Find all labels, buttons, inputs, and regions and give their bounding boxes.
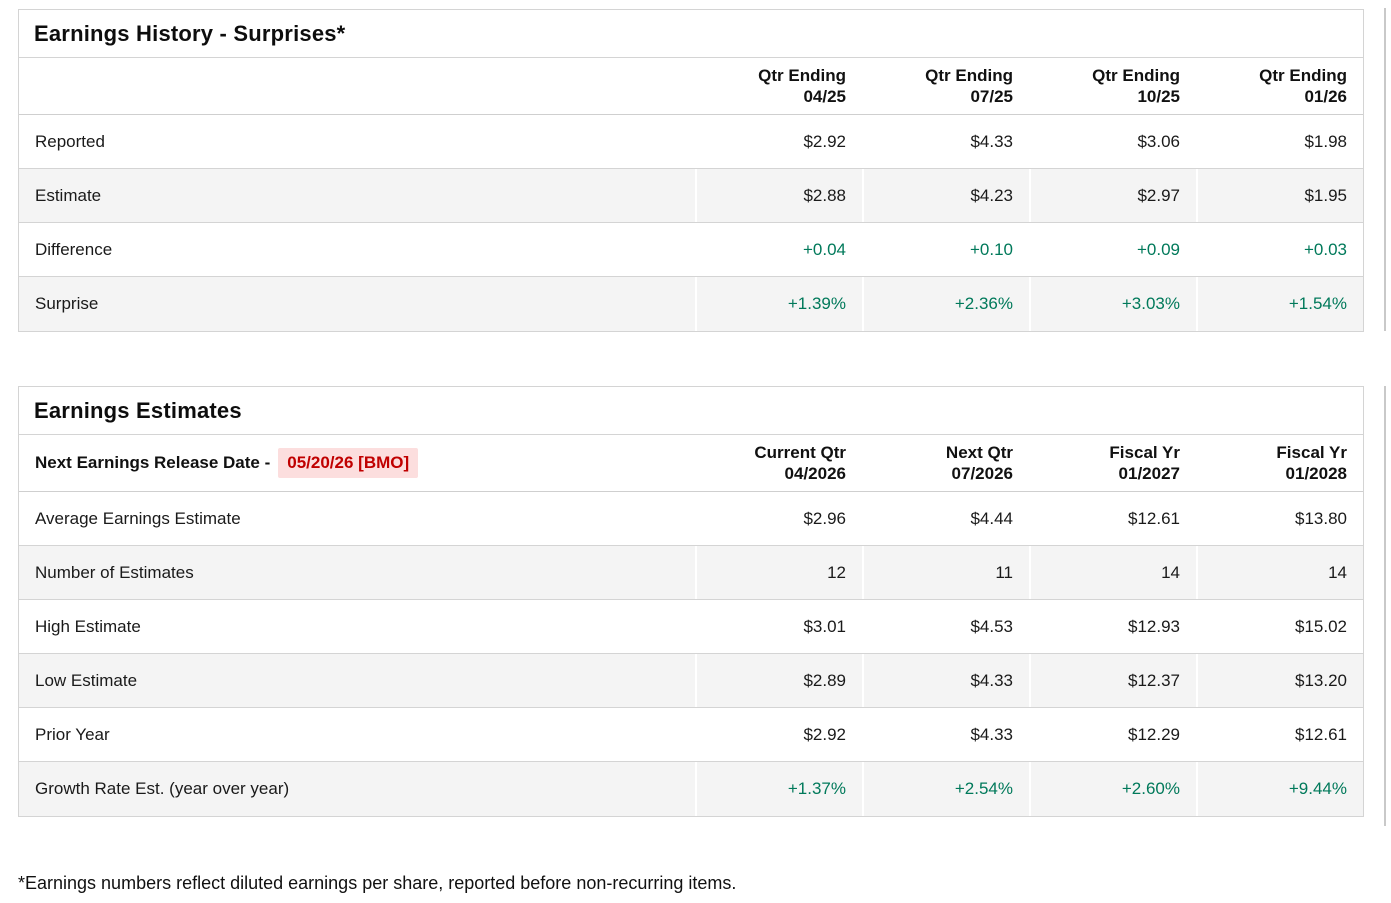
table-row-prior-year: Prior Year $2.92 $4.33 $12.29 $12.61 (19, 707, 1363, 762)
column-header-fiscal-yr-2: Fiscal Yr 01/2028 (1196, 435, 1363, 492)
earnings-estimates-table: Next Earnings Release Date - 05/20/26 [BM… (19, 435, 1363, 816)
cell-value: +0.10 (862, 222, 1029, 277)
next-earnings-release-label: Next Earnings Release Date - (35, 453, 271, 472)
cell-value: $12.29 (1029, 707, 1196, 762)
row-label: Difference (19, 222, 695, 277)
row-label: Estimate (19, 168, 695, 223)
next-earnings-release-date: Next Earnings Release Date - 05/20/26 [BM… (19, 435, 695, 492)
column-header-current-qtr: Current Qtr 04/2026 (695, 435, 862, 492)
cell-value: $15.02 (1196, 599, 1363, 654)
table-row-low-estimate: Low Estimate $2.89 $4.33 $12.37 $13.20 (19, 653, 1363, 708)
cell-value: $12.61 (1196, 707, 1363, 762)
cell-value: +1.54% (1196, 276, 1363, 331)
cell-value: +2.36% (862, 276, 1029, 331)
table-row-reported: Reported $2.92 $4.33 $3.06 $1.98 (19, 114, 1363, 169)
cell-value: $4.44 (862, 491, 1029, 546)
row-label: High Estimate (19, 599, 695, 654)
table-row-difference: Difference +0.04 +0.10 +0.09 +0.03 (19, 222, 1363, 277)
earnings-footnote: *Earnings numbers reflect diluted earnin… (18, 873, 737, 893)
cell-value: +2.54% (862, 761, 1029, 816)
row-label: Prior Year (19, 707, 695, 762)
cell-value: $4.33 (862, 707, 1029, 762)
cell-value: $13.80 (1196, 491, 1363, 546)
cell-value: $3.01 (695, 599, 862, 654)
cell-value: $3.06 (1029, 114, 1196, 169)
cell-value: +1.37% (695, 761, 862, 816)
cell-value: $2.92 (695, 114, 862, 169)
column-header-fiscal-yr-1: Fiscal Yr 01/2027 (1029, 435, 1196, 492)
cell-value: +1.39% (695, 276, 862, 331)
row-label: Surprise (19, 276, 695, 331)
cell-value: $13.20 (1196, 653, 1363, 708)
cell-value: $4.33 (862, 653, 1029, 708)
cell-value: 14 (1029, 545, 1196, 600)
column-header-qtr-2: Qtr Ending 07/25 (862, 58, 1029, 115)
adjacent-panel-edge (1384, 8, 1391, 331)
earnings-estimates-card: Earnings Estimates Next Earnings Release… (18, 386, 1364, 817)
cell-value: $1.95 (1196, 168, 1363, 223)
cell-value: +0.03 (1196, 222, 1363, 277)
next-earnings-date-badge: 05/20/26 [BMO] (278, 448, 419, 478)
cell-value: $1.98 (1196, 114, 1363, 169)
cell-value: 11 (862, 545, 1029, 600)
cell-value: +9.44% (1196, 761, 1363, 816)
row-label: Growth Rate Est. (year over year) (19, 761, 695, 816)
empty-header-cell (19, 58, 695, 115)
table-row-estimate: Estimate $2.88 $4.23 $2.97 $1.95 (19, 168, 1363, 223)
header-row: Next Earnings Release Date - 05/20/26 [BM… (19, 435, 1363, 492)
column-header-next-qtr: Next Qtr 07/2026 (862, 435, 1029, 492)
table-row-number-of-estimates: Number of Estimates 12 11 14 14 (19, 545, 1363, 600)
row-label: Average Earnings Estimate (19, 491, 695, 546)
row-label: Number of Estimates (19, 545, 695, 600)
table-row-average-earnings-estimate: Average Earnings Estimate $2.96 $4.44 $1… (19, 491, 1363, 546)
earnings-history-card: Earnings History - Surprises* Qtr Ending… (18, 9, 1364, 332)
column-header-qtr-3: Qtr Ending 10/25 (1029, 58, 1196, 115)
cell-value: $4.53 (862, 599, 1029, 654)
cell-value: 14 (1196, 545, 1363, 600)
header-row: Qtr Ending 04/25 Qtr Ending 07/25 Qtr En… (19, 58, 1363, 115)
cell-value: $4.33 (862, 114, 1029, 169)
earnings-history-table: Qtr Ending 04/25 Qtr Ending 07/25 Qtr En… (19, 58, 1363, 331)
cell-value: +3.03% (1029, 276, 1196, 331)
row-label: Reported (19, 114, 695, 169)
table-row-growth-rate-est: Growth Rate Est. (year over year) +1.37%… (19, 761, 1363, 816)
adjacent-panel-edge (1384, 386, 1391, 826)
cell-value: $2.97 (1029, 168, 1196, 223)
cell-value: $12.93 (1029, 599, 1196, 654)
cell-value: +0.04 (695, 222, 862, 277)
cell-value: +0.09 (1029, 222, 1196, 277)
row-label: Low Estimate (19, 653, 695, 708)
table-row-surprise: Surprise +1.39% +2.36% +3.03% +1.54% (19, 276, 1363, 331)
cell-value: $2.92 (695, 707, 862, 762)
cell-value: $12.37 (1029, 653, 1196, 708)
cell-value: $4.23 (862, 168, 1029, 223)
column-header-qtr-1: Qtr Ending 04/25 (695, 58, 862, 115)
cell-value: $2.96 (695, 491, 862, 546)
cell-value: $2.88 (695, 168, 862, 223)
cell-value: 12 (695, 545, 862, 600)
earnings-history-title: Earnings History - Surprises* (19, 10, 1363, 58)
column-header-qtr-4: Qtr Ending 01/26 (1196, 58, 1363, 115)
cell-value: $12.61 (1029, 491, 1196, 546)
cell-value: $2.89 (695, 653, 862, 708)
earnings-estimates-title: Earnings Estimates (19, 387, 1363, 435)
cell-value: +2.60% (1029, 761, 1196, 816)
table-row-high-estimate: High Estimate $3.01 $4.53 $12.93 $15.02 (19, 599, 1363, 654)
